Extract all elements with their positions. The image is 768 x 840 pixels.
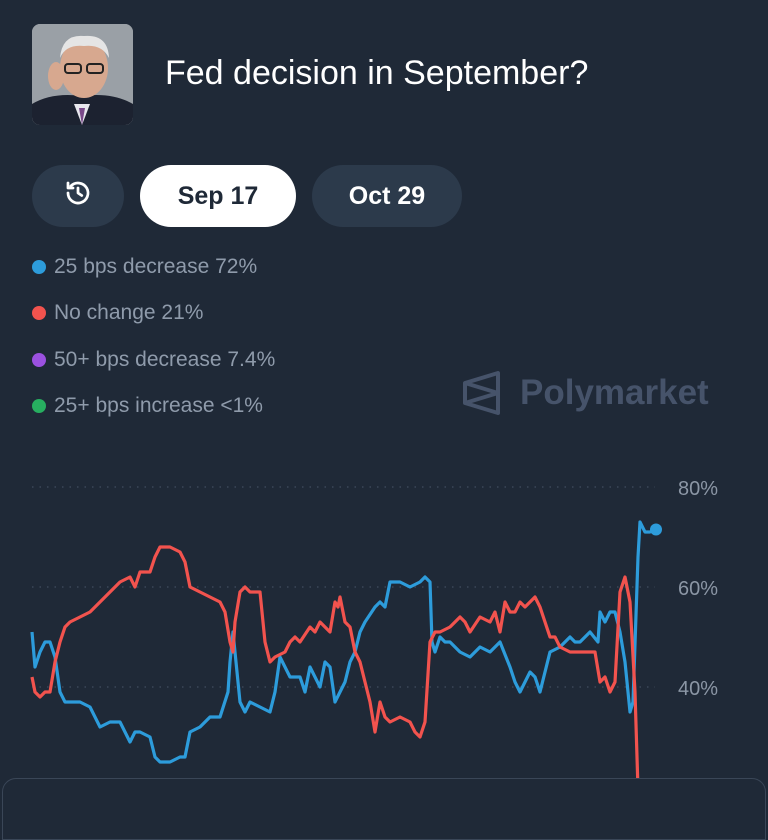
page-title: Fed decision in September? bbox=[165, 54, 589, 92]
legend-item: No change 21% bbox=[32, 301, 203, 325]
polymarket-logo-icon bbox=[463, 371, 500, 415]
tab-sep-17[interactable]: Sep 17 bbox=[140, 165, 296, 227]
y-tick-label: 60% bbox=[678, 578, 718, 600]
legend-label: 50+ bps decrease 7.4% bbox=[54, 348, 276, 371]
history-button[interactable] bbox=[32, 165, 124, 227]
probability-chart: 80%60%40%20% bbox=[30, 478, 718, 800]
watermark-text: Polymarket bbox=[520, 373, 709, 412]
legend-item: 25+ bps increase <1% bbox=[32, 394, 263, 418]
series-end-dot bbox=[650, 523, 662, 536]
tab-oct-29[interactable]: Oct 29 bbox=[312, 165, 462, 227]
market-avatar bbox=[32, 24, 133, 125]
legend-dot bbox=[32, 260, 46, 274]
series-line bbox=[30, 520, 656, 764]
legend-label: 25+ bps increase <1% bbox=[54, 394, 263, 417]
bottom-sheet[interactable] bbox=[2, 778, 766, 840]
legend-dot bbox=[32, 353, 46, 367]
legend-dot bbox=[32, 306, 46, 320]
history-clock-icon bbox=[63, 178, 93, 215]
legend-label: 25 bps decrease 72% bbox=[54, 255, 258, 278]
legend-item: 50+ bps decrease 7.4% bbox=[32, 348, 275, 372]
y-tick-label: 40% bbox=[678, 678, 718, 700]
legend-label: No change 21% bbox=[54, 301, 204, 324]
y-tick-label: 80% bbox=[678, 478, 718, 500]
polymarket-watermark: Polymarket bbox=[462, 370, 709, 416]
legend-item: 25 bps decrease 72% bbox=[32, 255, 257, 279]
legend-dot bbox=[32, 399, 46, 413]
series-line bbox=[30, 545, 656, 792]
